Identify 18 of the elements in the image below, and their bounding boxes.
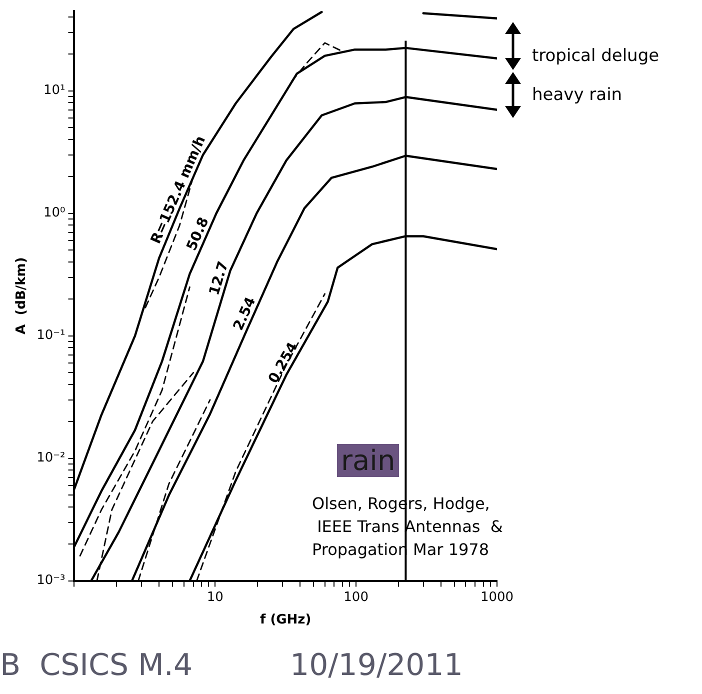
text: 12.7 — [206, 260, 232, 298]
y-tick-label: 10⁰ — [43, 206, 66, 221]
text: heavy rain — [532, 85, 622, 105]
annotation: rain — [337, 444, 400, 477]
x-tick-label: 1000 — [480, 590, 514, 605]
text: 50.8 — [184, 215, 212, 254]
y-tick-label: 10⁻³ — [36, 573, 66, 588]
x-tick-label: 10 — [206, 590, 224, 605]
x-tick-label: 100 — [344, 590, 368, 605]
y-axis-title: A (dB/km) — [14, 257, 30, 334]
y-tick-label: 10¹ — [43, 83, 66, 98]
text: B CSICS M.4 — [0, 648, 193, 683]
text: 2.54 — [230, 294, 260, 333]
x-axis-title: f (GHz) — [260, 612, 312, 628]
y-tick-label: 10⁻¹ — [36, 328, 66, 344]
y-tick-label: 10⁻² — [36, 450, 66, 466]
text: tropical deluge — [532, 46, 660, 66]
text: 10/19/2011 — [290, 648, 463, 683]
